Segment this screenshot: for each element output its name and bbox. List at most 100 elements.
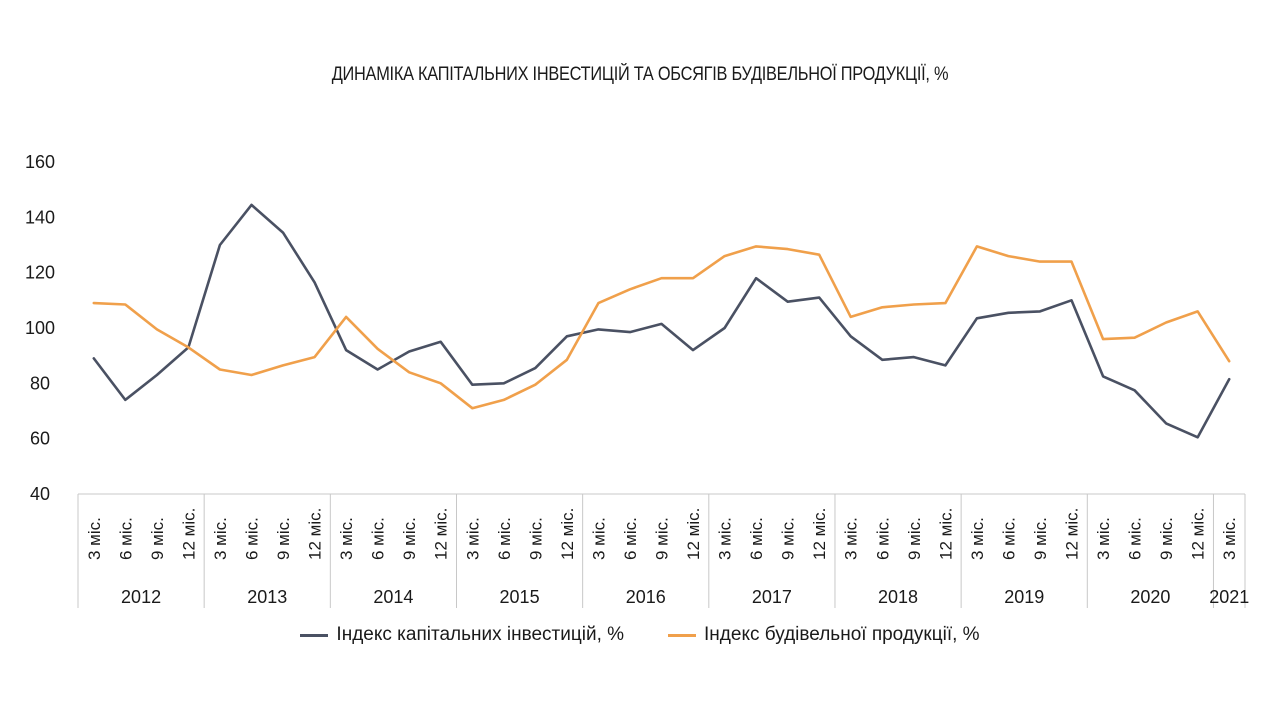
quarter-tick-label: 9 міс.	[1031, 517, 1050, 560]
quarter-tick-label: 9 міс.	[1157, 517, 1176, 560]
data-point	[881, 359, 884, 361]
quarter-tick-label: 6 міс.	[621, 517, 640, 560]
data-point	[376, 347, 379, 350]
data-point	[818, 296, 821, 299]
data-point	[976, 317, 978, 320]
data-point	[944, 364, 947, 367]
data-point	[692, 349, 694, 351]
data-point	[1070, 260, 1073, 263]
year-label: 2020	[1130, 587, 1170, 607]
data-point	[282, 364, 284, 367]
data-point	[534, 367, 537, 369]
quarter-tick-label: 12 міс.	[1063, 508, 1082, 560]
data-point	[566, 359, 568, 361]
year-label: 2015	[500, 587, 540, 607]
data-point	[1039, 260, 1041, 263]
data-point	[1133, 389, 1136, 392]
quarter-tick-label: 6 міс.	[747, 517, 766, 560]
data-point	[313, 281, 316, 284]
year-label: 2017	[752, 587, 792, 607]
label-layer: 40 60 80 100 120 140 160 2012 2013 2014 2015 2016 20…	[25, 152, 1249, 607]
series-layer	[92, 203, 1231, 439]
data-point	[187, 346, 190, 349]
data-point	[408, 371, 410, 374]
quarter-tick-label: 9 міс.	[653, 517, 672, 560]
quarter-tick-label: 9 міс.	[905, 517, 924, 560]
legend-item-investment: Індекс капітальних інвестицій, %	[300, 624, 624, 646]
chart-legend: Індекс капітальних інвестицій, % Індекс …	[0, 624, 1280, 646]
data-point	[124, 399, 127, 401]
year-label: 2019	[1004, 587, 1044, 607]
data-point	[913, 303, 915, 306]
legend-swatch-construction	[668, 633, 697, 637]
data-point	[408, 350, 410, 353]
quarter-tick-label: 12 міс.	[684, 508, 703, 560]
year-label: 2014	[373, 587, 413, 607]
data-point	[1007, 255, 1010, 257]
data-point	[566, 335, 568, 338]
data-point	[976, 245, 978, 248]
quarter-tick-label: 12 міс.	[810, 508, 829, 560]
quarter-tick-label: 9 міс.	[779, 517, 798, 560]
quarter-tick-label: 9 міс.	[148, 517, 167, 560]
legend-item-construction: Індекс будівельної продукції, %	[668, 624, 980, 646]
legend-label-construction: Індекс будівельної продукції, %	[704, 624, 980, 645]
quarter-tick-label: 6 міс.	[999, 517, 1018, 560]
data-point	[597, 302, 600, 304]
year-label: 2012	[121, 587, 161, 607]
data-point	[250, 374, 253, 376]
data-point	[629, 288, 631, 291]
quarter-tick-label: 9 міс.	[526, 517, 545, 560]
data-point	[692, 277, 694, 280]
quarter-tick-label: 12 міс.	[306, 508, 325, 560]
quarter-tick-label: 3 міс.	[85, 517, 104, 560]
data-point	[660, 277, 663, 280]
data-point	[345, 316, 347, 318]
data-point	[1102, 375, 1104, 378]
data-point	[250, 204, 253, 206]
quarter-tick-label: 3 міс.	[337, 517, 356, 560]
y-tick-label: 100	[25, 318, 55, 338]
quarter-tick-label: 9 міс.	[400, 517, 419, 560]
data-point	[660, 323, 663, 325]
data-point	[849, 316, 852, 318]
data-point	[1196, 436, 1199, 439]
quarter-tick-label: 3 міс.	[463, 517, 482, 560]
data-point	[1228, 360, 1231, 363]
quarter-tick-label: 6 міс.	[495, 517, 514, 560]
data-point	[534, 383, 537, 386]
data-point	[282, 231, 284, 234]
y-tick-label: 80	[30, 373, 50, 393]
quarter-tick-label: 3 міс.	[589, 517, 608, 560]
data-point	[1165, 422, 1167, 425]
data-point	[502, 399, 505, 401]
data-point	[439, 382, 442, 385]
data-point	[345, 349, 347, 351]
data-point	[881, 306, 884, 309]
year-label: 2016	[626, 587, 666, 607]
legend-label-investment: Індекс капітальних інвестицій, %	[336, 624, 625, 645]
data-point	[597, 328, 600, 331]
data-point	[723, 255, 726, 257]
data-point	[818, 253, 821, 256]
data-point	[219, 368, 221, 371]
quarter-tick-label: 12 міс.	[558, 508, 577, 560]
data-point	[313, 356, 316, 358]
quarter-tick-label: 3 міс.	[211, 517, 230, 560]
quarter-tick-label: 6 міс.	[873, 517, 892, 560]
data-point	[1196, 310, 1199, 313]
quarter-tick-label: 6 міс.	[242, 517, 261, 560]
legend-swatch-investment	[300, 633, 329, 637]
quarter-tick-label: 12 міс.	[179, 508, 198, 560]
data-point	[1039, 310, 1041, 313]
data-point	[1070, 299, 1073, 302]
quarter-tick-label: 6 міс.	[369, 517, 388, 560]
data-point	[1133, 336, 1136, 339]
data-point	[156, 374, 158, 376]
data-point	[376, 368, 379, 371]
data-point	[92, 357, 95, 360]
data-point	[156, 328, 158, 331]
quarter-tick-label: 12 міс.	[936, 508, 955, 560]
y-tick-label: 120	[25, 263, 55, 283]
